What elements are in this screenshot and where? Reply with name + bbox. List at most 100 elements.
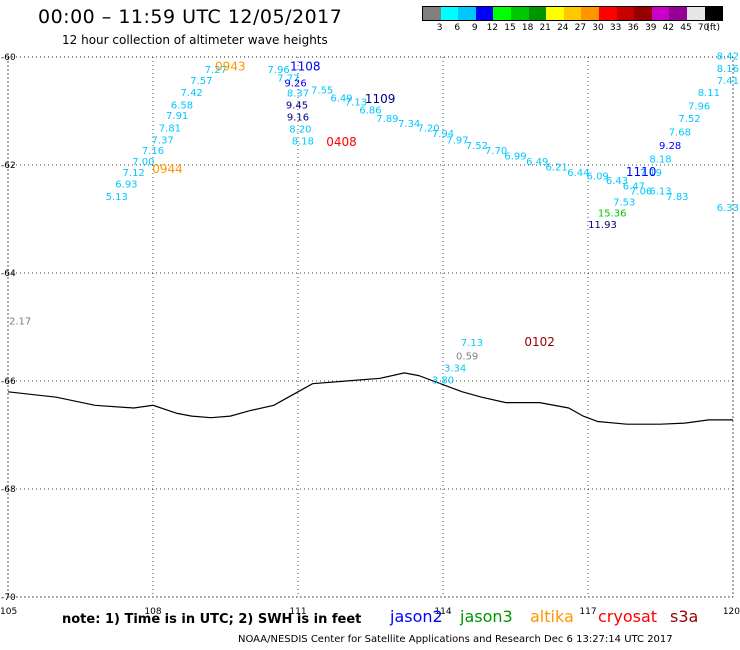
lon-tick-label: 105: [0, 607, 17, 617]
wave-height-label: 7.06: [630, 187, 652, 198]
colorbar-swatch: [616, 7, 635, 20]
colorbar-swatch: [423, 7, 441, 20]
colorbar-swatch: [493, 7, 511, 20]
wave-height-label: 0.59: [456, 351, 478, 362]
wave-height-label: 7.94: [432, 129, 454, 140]
wave-height-label: 8.42: [717, 52, 739, 63]
wave-height-label: 5.13: [106, 192, 128, 203]
axis-labels: 105 108 111 114 117 120 -60 -62 -64 -66 -68 -70: [0, 53, 740, 617]
plot-frame: [7, 56, 734, 598]
wave-height-label: 7.42: [181, 88, 203, 99]
wave-height-label: 8.11: [698, 88, 720, 99]
wave-height-label: 7.19: [640, 168, 662, 179]
wave-height-label: 6.33: [717, 203, 739, 214]
wave-height-label: 6.13: [649, 187, 671, 198]
colorbar-label: 33: [609, 23, 622, 33]
legend-jason3: jason3: [460, 607, 513, 626]
colorbar-label: 39: [645, 23, 657, 33]
wave-height-label: 7.68: [669, 127, 691, 138]
lat-tick-label: -62: [1, 161, 16, 171]
colorbar-label: 12: [486, 23, 499, 33]
wave-height-label: 9.26: [284, 79, 306, 90]
wave-height-label: 7.34: [398, 119, 420, 130]
colorbar-label: 15: [504, 23, 516, 33]
wave-height-label: 7.96: [688, 101, 710, 112]
legend-cryosat: cryosat: [598, 607, 658, 626]
pass-time-label: 1109: [365, 92, 396, 106]
coastline: [7, 372, 733, 425]
colorbar-swatch: [598, 7, 617, 20]
wave-height-label: 7.13: [345, 98, 367, 109]
legend-s3a: s3a: [670, 607, 699, 626]
wave-height-label: 7.52: [466, 141, 488, 152]
wave-height-label: 6.44: [567, 168, 589, 179]
colorbar-label: 3: [436, 23, 443, 33]
colorbar-swatch: [686, 7, 705, 20]
pass-time-label: 1110: [626, 165, 657, 179]
colorbar-label: 70: [697, 23, 710, 33]
lat-tick-label: -60: [1, 53, 16, 63]
wave-height-label: 7.70: [485, 146, 507, 157]
wave-height-label: 6.21: [545, 162, 567, 173]
colorbar-label: 18: [521, 23, 534, 33]
lon-tick-label: 111: [289, 607, 306, 617]
colorbar-swatch: [581, 7, 599, 20]
wave-height-label: 7.52: [678, 114, 700, 125]
colorbar-label: 27: [574, 23, 587, 33]
lat-tick-label: -70: [1, 593, 16, 603]
map-subtitle: 12 hour collection of altimeter wave hei…: [62, 33, 328, 47]
wave-height-label: 6.47: [623, 181, 645, 192]
lat-tick-label: -68: [1, 485, 16, 495]
colorbar-label: 9: [471, 23, 478, 33]
wave-height-label: 8.20: [289, 125, 311, 136]
wave-height-label: 6.09: [587, 172, 609, 183]
wave-height-label: 7.20: [417, 124, 439, 135]
wave-height-label: 6.99: [504, 152, 526, 163]
wave-height-label: 7.12: [123, 168, 145, 179]
pass-time-label: 1108: [290, 60, 321, 74]
wave-height-label: 7.55: [311, 86, 333, 97]
wave-height-label: 9.28: [659, 141, 681, 152]
wave-height-label: 6.49: [330, 93, 352, 104]
wave-height-label: 8.16: [717, 64, 739, 75]
footnote: note: 1) Time is in UTC; 2) SWH is in fe…: [62, 612, 362, 627]
time-labels: 0943 1108 1109 0408 0944 1110 0102: [152, 60, 656, 349]
lat-tick-label: -66: [1, 377, 16, 387]
wave-height-label: 15.36: [598, 208, 627, 219]
colorbar-labels: 3 6 9 12 15 18 21 24 27 30 33 36 39 42 45 70 (ft): [422, 23, 723, 37]
grid: [7, 56, 734, 598]
colorbar-swatch: [563, 7, 582, 20]
wave-height-colorbar: 3 6 9 12 15 18 21 24 27 30 33 36 39 42 45 70 (ft): [422, 6, 724, 37]
colorbar-swatch: [546, 7, 564, 20]
wave-height-label: 7.00: [132, 157, 154, 168]
colorbar-label: 42: [662, 23, 675, 33]
pass-time-label: 0944: [152, 162, 183, 176]
legend-altika: altika: [530, 607, 574, 626]
wave-height-label: 7.53: [613, 198, 635, 209]
wave-height-label: 6.43: [606, 176, 628, 187]
wave-height-label: 3.34: [444, 363, 466, 374]
colorbar-swatch: [528, 7, 547, 20]
wave-height-label: 7.91: [166, 111, 188, 122]
colorbar-label: 21: [539, 23, 551, 33]
wave-height-label: 7.96: [268, 65, 290, 76]
map-title: 00:00 – 11:59 UTC 12/05/2017: [38, 6, 343, 28]
lon-tick-label: 120: [723, 607, 740, 617]
wave-height-label: 7.57: [190, 76, 212, 87]
wave-height-label: 7.41: [717, 76, 739, 87]
colorbar-label: 6: [454, 23, 461, 33]
wave-height-label: 3.80: [432, 376, 454, 387]
lat-tick-label: -64: [1, 269, 16, 279]
colorbar-swatch: [475, 7, 494, 20]
wave-height-label: 7.97: [446, 135, 468, 146]
wave-height-label: 7.89: [376, 114, 398, 125]
colorbar-label: 45: [680, 23, 692, 33]
lon-tick-label: 108: [144, 607, 161, 617]
wave-height-label: 8.18: [649, 154, 671, 165]
lon-tick-label: 114: [434, 607, 451, 617]
legend-jason2: jason2: [390, 607, 443, 626]
wave-height-label: 6.58: [171, 100, 193, 111]
wave-height-label: 7.27: [205, 65, 227, 76]
colorbar-swatch: [458, 7, 476, 20]
